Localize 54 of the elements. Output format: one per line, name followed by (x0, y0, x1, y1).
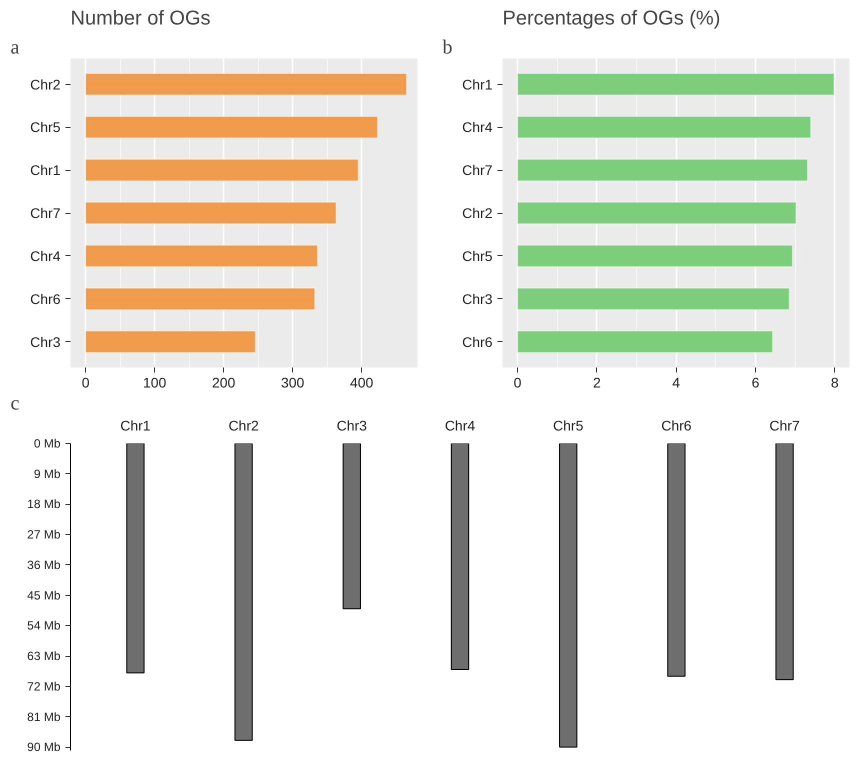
x-tick-label: 6 (752, 374, 760, 390)
y-tick-label: 90 Mb (27, 740, 61, 754)
y-tick-label: Chr3 (30, 334, 61, 350)
x-tick-label: Chr7 (769, 418, 800, 434)
x-tick-label: 8 (830, 374, 839, 390)
y-tick-label: Chr1 (462, 76, 493, 92)
text: a (10, 36, 20, 58)
bar (234, 444, 253, 741)
y-tick-label: 27 Mb (27, 528, 61, 542)
x-tick-label: Chr2 (228, 418, 259, 434)
y-tick-label: Chr4 (30, 248, 61, 264)
y-tick-label: Chr5 (462, 248, 493, 264)
chart-title: Number of OGs (70, 8, 211, 30)
x-tick-label: Chr3 (336, 418, 368, 434)
x-tick-label: 200 (212, 374, 236, 390)
x-tick-label: 4 (672, 374, 680, 390)
y-tick-label: 81 Mb (27, 710, 61, 724)
bar (450, 444, 470, 670)
y-tick-label: Chr6 (462, 334, 493, 350)
x-tick-label: 300 (280, 374, 305, 390)
y-tick-label: Chr1 (30, 162, 61, 178)
bar (126, 444, 145, 674)
x-tick-label: Chr6 (661, 418, 692, 434)
x-tick-label: 2 (592, 374, 601, 390)
y-tick-label: Chr2 (30, 76, 61, 92)
y-tick-label: Chr4 (462, 119, 493, 136)
bar (559, 444, 578, 748)
y-tick-label: Chr3 (462, 290, 493, 307)
y-tick-label: 45 Mb (27, 588, 61, 602)
y-tick-label: 0 Mb (34, 436, 61, 450)
bar (342, 444, 361, 610)
bar (667, 444, 686, 677)
y-tick-label: Chr6 (30, 290, 61, 307)
chart-title: Percentages of OGs (%) (502, 8, 720, 30)
x-tick-label: 0 (514, 374, 522, 390)
y-tick-label: 9 Mb (34, 466, 61, 481)
x-tick-label: Chr5 (553, 418, 584, 434)
x-tick-label: 400 (350, 374, 374, 390)
y-tick-label: Chr7 (30, 205, 61, 221)
y-tick-label: Chr2 (462, 205, 493, 221)
y-tick-label: 72 Mb (27, 679, 61, 694)
y-tick-label: 36 Mb (27, 558, 61, 572)
x-tick-label: Chr1 (120, 418, 151, 434)
y-tick-label: Chr7 (462, 162, 493, 178)
x-tick-label: 0 (82, 374, 90, 390)
y-tick-label: 54 Mb (27, 618, 61, 633)
y-tick-label: 63 Mb (27, 649, 61, 664)
bar (775, 444, 794, 680)
y-tick-label: 18 Mb (27, 497, 61, 512)
x-tick-label: 100 (142, 374, 167, 390)
text: c (10, 392, 20, 414)
text: b (442, 36, 452, 58)
y-tick-label: Chr5 (30, 119, 61, 136)
x-tick-label: Chr4 (444, 418, 476, 434)
